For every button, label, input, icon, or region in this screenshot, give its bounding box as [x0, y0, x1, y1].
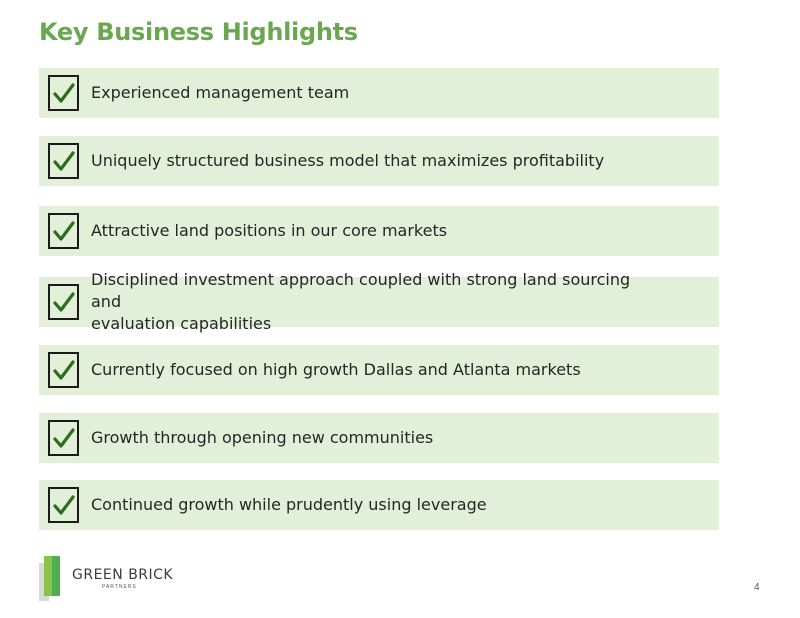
highlight-text: Attractive land positions in our core ma…	[91, 221, 448, 240]
logo-mark-icon	[39, 556, 60, 601]
logo-name: GREEN BRICK	[72, 567, 174, 583]
checkmark-icon	[53, 428, 75, 448]
checkmark-icon	[53, 221, 75, 241]
highlight-text: Currently focused on high growth Dallas …	[91, 360, 581, 379]
highlight-text: Disciplined investment approach coupled …	[91, 270, 631, 333]
checkbox	[48, 284, 79, 320]
checkmark-icon	[53, 495, 75, 515]
highlight-text: Experienced management team	[91, 83, 350, 102]
highlight-row: Continued growth while prudently using l…	[39, 480, 719, 530]
highlight-text: Uniquely structured business model that …	[91, 151, 605, 170]
highlight-row: Growth through opening new communities	[39, 413, 719, 463]
checkbox	[48, 352, 79, 388]
checkbox	[48, 487, 79, 523]
highlight-text: Growth through opening new communities	[91, 428, 434, 447]
highlight-row: Currently focused on high growth Dallas …	[39, 345, 719, 395]
logo-subtitle: PARTNERS	[102, 584, 137, 590]
checkmark-icon	[53, 360, 75, 380]
highlight-row: Experienced management team	[39, 68, 719, 118]
green-brick-logo: GREEN BRICK PARTNERS	[38, 555, 188, 603]
highlight-row: Attractive land positions in our core ma…	[39, 206, 719, 256]
checkbox	[48, 420, 79, 456]
checkmark-icon	[53, 292, 75, 312]
highlight-row: Disciplined investment approach coupled …	[39, 270, 719, 333]
highlight-text: Continued growth while prudently using l…	[91, 495, 487, 514]
page-title: Key Business Highlights	[39, 18, 358, 46]
highlight-row: Uniquely structured business model that …	[39, 136, 719, 186]
checkmark-icon	[53, 151, 75, 171]
checkbox	[48, 143, 79, 179]
checkbox	[48, 213, 79, 249]
checkmark-icon	[53, 83, 75, 103]
page-number: 4	[754, 582, 760, 593]
checkbox	[48, 75, 79, 111]
